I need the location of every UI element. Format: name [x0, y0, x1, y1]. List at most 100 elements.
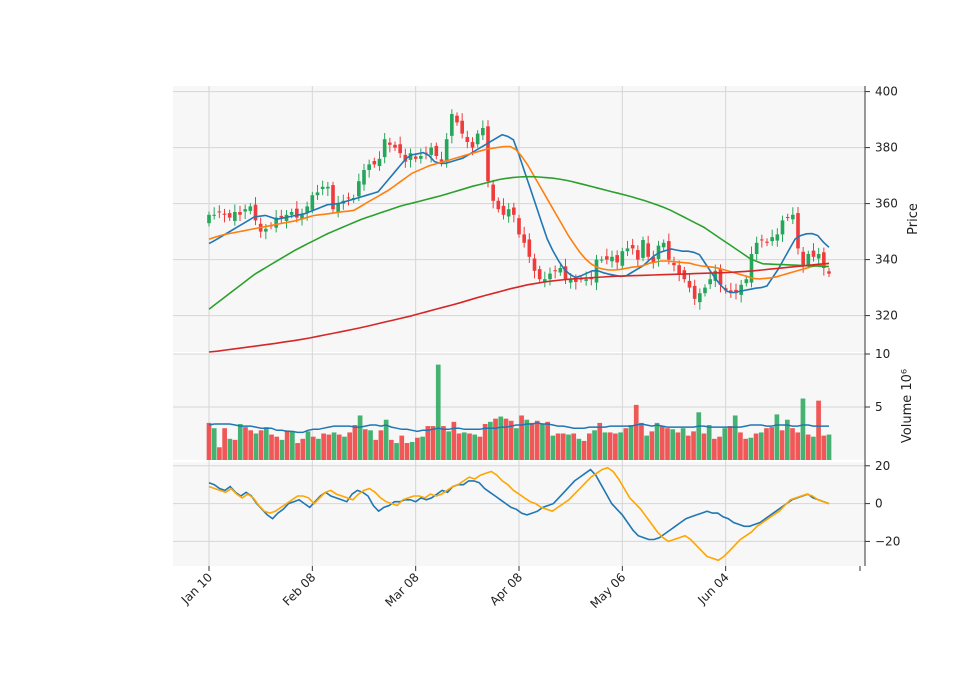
- volume-bar: [529, 422, 535, 460]
- candle-body: [248, 206, 253, 211]
- volume-bar: [811, 436, 816, 460]
- candle-body: [506, 209, 511, 217]
- volume-bar: [446, 431, 452, 460]
- moving-average-line: [208, 133, 830, 294]
- moving-average-line: [208, 262, 830, 353]
- volume-bar: [743, 438, 748, 460]
- x-tick-label: Apr 08: [487, 570, 525, 608]
- volume-bar: [727, 426, 733, 460]
- volume-bar: [680, 428, 686, 460]
- volume-bar: [310, 436, 316, 460]
- candle-body: [672, 262, 676, 266]
- volume-y-tick-label: 10: [875, 347, 890, 361]
- volume-bar: [263, 427, 269, 460]
- candle-body: [760, 239, 764, 241]
- x-tick-label: May 06: [588, 570, 629, 611]
- volume-bar: [243, 427, 248, 460]
- candle-body: [501, 205, 506, 215]
- candle-body: [620, 251, 625, 266]
- candle-body: [398, 144, 402, 154]
- volume-bar: [639, 422, 644, 460]
- candle-body: [367, 164, 371, 170]
- volume-bar: [550, 435, 556, 460]
- volume-bar: [519, 415, 524, 460]
- volume-bar: [336, 434, 342, 460]
- volume-bar: [571, 433, 577, 460]
- x-tick-label: Mar 08: [382, 570, 421, 609]
- candle-body: [625, 248, 630, 252]
- volume-bar: [623, 428, 629, 460]
- candle-body: [687, 280, 692, 288]
- volume-bar: [300, 438, 306, 460]
- candle-body: [305, 206, 309, 214]
- candle-body: [222, 213, 227, 215]
- oscillator-line: [208, 468, 830, 541]
- candle-body: [811, 250, 816, 257]
- candle-body: [558, 268, 563, 273]
- candle-body: [548, 273, 552, 280]
- candle-body: [522, 234, 526, 243]
- volume-bar: [826, 434, 832, 460]
- candle-body: [475, 133, 480, 145]
- volume-bar: [685, 435, 691, 460]
- candle-body: [217, 211, 222, 213]
- volume-bar: [670, 429, 676, 460]
- candle-body: [605, 256, 609, 260]
- candle-body: [331, 185, 335, 210]
- candle-body: [388, 142, 392, 145]
- volume-bar: [503, 418, 509, 460]
- candle-body: [274, 217, 278, 228]
- volume-bar: [701, 433, 707, 460]
- volume-bar: [430, 426, 436, 460]
- candle-body: [372, 161, 377, 165]
- volume-bar: [545, 421, 550, 460]
- candle-body: [718, 269, 723, 285]
- candle-body: [486, 126, 490, 182]
- volume-bar: [404, 443, 410, 460]
- volume-bar: [805, 434, 811, 460]
- volume-bar: [482, 423, 488, 460]
- candle-body: [413, 156, 418, 159]
- candle-body: [791, 214, 795, 220]
- volume-bar: [477, 436, 483, 460]
- volume-bar: [498, 416, 504, 460]
- volume-bar: [613, 433, 618, 460]
- candle-body: [532, 258, 537, 271]
- candle-body: [212, 214, 216, 216]
- volume-bar: [321, 433, 326, 460]
- candle-body: [568, 279, 573, 283]
- volume-bar: [420, 436, 425, 460]
- volume-bar: [717, 436, 722, 460]
- candle-body: [264, 228, 268, 232]
- candle-body: [336, 203, 340, 213]
- candle-body: [517, 218, 521, 235]
- candle-body: [527, 239, 532, 257]
- volume-bar: [607, 432, 613, 460]
- oscillator-y-tick-label: 20: [875, 459, 890, 473]
- candle-body: [553, 270, 557, 272]
- candle-body: [636, 250, 640, 260]
- volume-bar: [790, 428, 795, 460]
- candle-body: [362, 170, 366, 185]
- volume-bar: [383, 419, 389, 460]
- volume-bar: [222, 428, 227, 460]
- candle-body: [496, 200, 501, 210]
- volume-bar: [227, 438, 233, 460]
- candle-body: [289, 212, 294, 215]
- volume-bar: [456, 433, 462, 460]
- candle-body: [770, 237, 774, 242]
- volume-bar: [758, 432, 764, 460]
- price-y-tick-label: 400: [875, 85, 898, 99]
- volume-bar: [691, 431, 696, 460]
- candle-body: [822, 252, 826, 268]
- volume-bar: [362, 429, 368, 460]
- candle-body: [651, 256, 656, 263]
- candle-body: [698, 293, 702, 303]
- volume-bar: [284, 430, 290, 460]
- candle-body: [439, 159, 444, 162]
- volume-bar: [493, 418, 498, 460]
- candle-body: [677, 265, 681, 274]
- candle-body: [749, 254, 754, 283]
- candle-body: [357, 181, 361, 197]
- volume-bar: [451, 421, 457, 460]
